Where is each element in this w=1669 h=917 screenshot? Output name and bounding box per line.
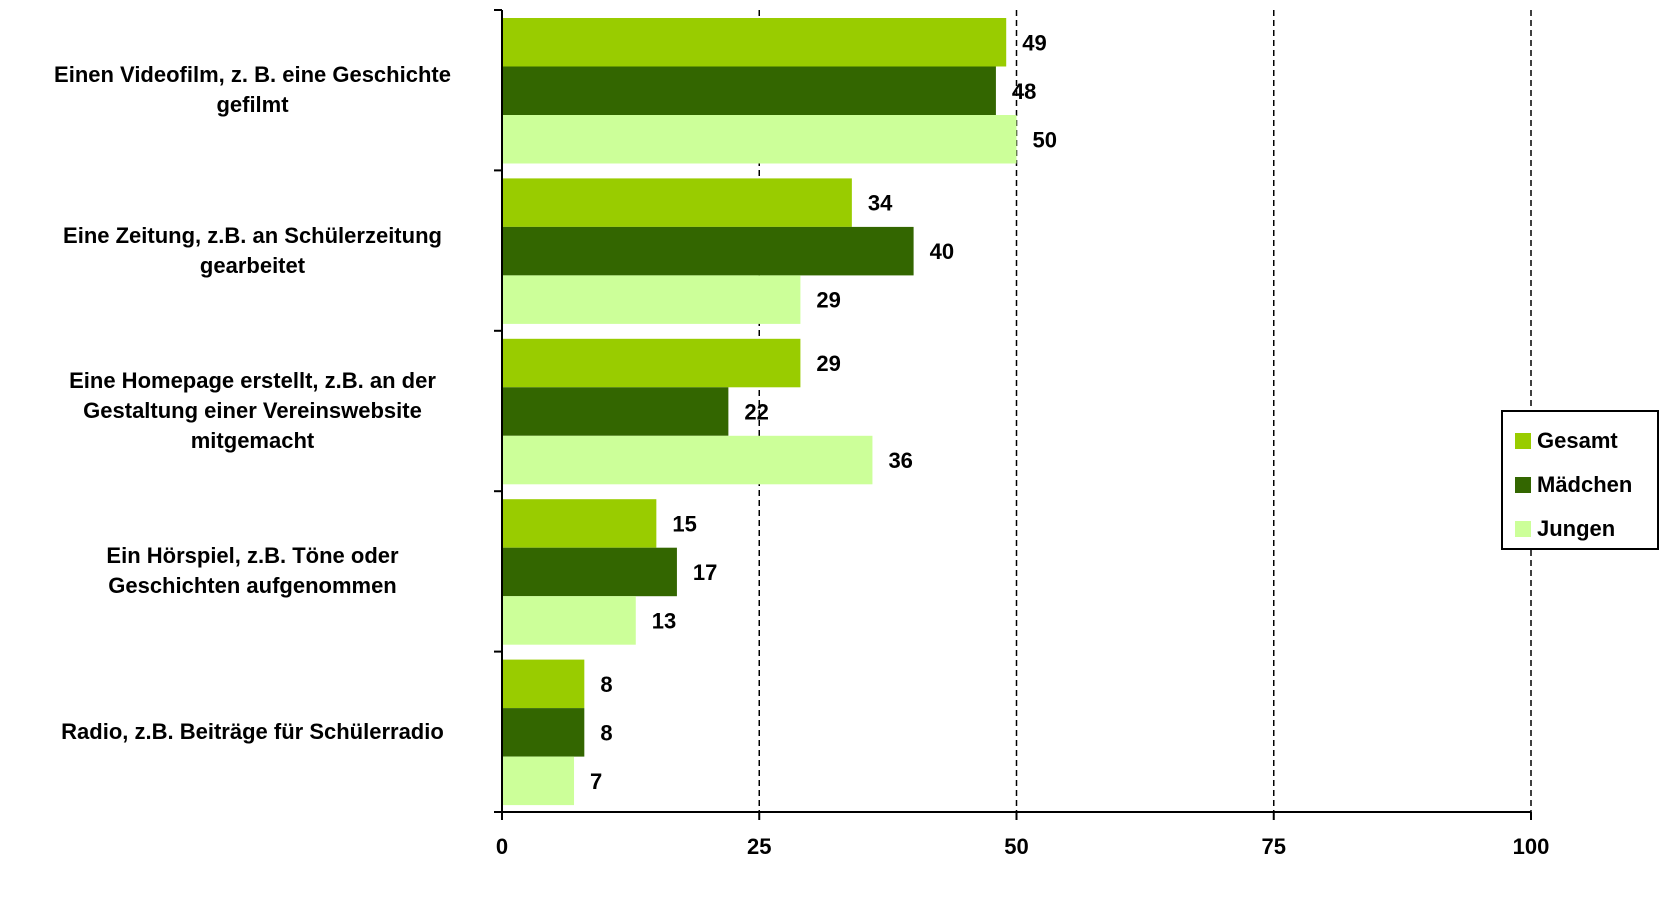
- legend-item-2: Jungen: [1515, 514, 1615, 544]
- legend-label-0: Gesamt: [1537, 428, 1618, 453]
- category-label-4: Radio, z.B. Beiträge für Schülerradio: [61, 718, 444, 744]
- bar-1-0: [502, 178, 852, 227]
- bar-2-1: [502, 387, 729, 436]
- bar-4-0: [502, 659, 585, 709]
- bar-1-2: [502, 275, 801, 324]
- data-label-3-0: 15: [672, 511, 696, 536]
- category-label-3: Ein Hörspiel, z.B. Töne oder Geschichten…: [106, 543, 399, 599]
- category-label-1: Eine Zeitung, z.B. an Schülerzeitung gea…: [63, 222, 442, 278]
- data-label-1-1: 40: [930, 239, 954, 264]
- data-label-0-2: 50: [1033, 127, 1057, 152]
- x-tick-label-4: 100: [1513, 834, 1550, 859]
- bar-3-0: [502, 499, 657, 548]
- bar-1-1: [502, 226, 914, 276]
- x-tick-label-3: 75: [1262, 834, 1286, 859]
- category-label-2: Eine Homepage erstellt, z.B. an der Gest…: [69, 368, 436, 453]
- legend-item-1: Mädchen: [1515, 470, 1632, 500]
- data-label-4-0: 8: [600, 672, 612, 697]
- legend-label-2: Jungen: [1537, 516, 1616, 541]
- bar-3-2: [502, 596, 636, 645]
- bar-2-2: [502, 435, 873, 485]
- legend-label-1: Mädchen: [1537, 472, 1633, 497]
- data-label-4-1: 8: [600, 720, 612, 745]
- data-label-4-2: 7: [590, 769, 602, 794]
- legend-item-0: Gesamt: [1515, 426, 1618, 456]
- x-tick-label-1: 25: [747, 834, 771, 859]
- bar-0-0: [502, 18, 1007, 67]
- legend-swatch-0: [1515, 433, 1531, 449]
- data-label-3-1: 17: [693, 560, 717, 585]
- data-label-1-0: 34: [868, 191, 893, 216]
- bar-3-1: [502, 547, 677, 597]
- x-tick-label-2: 50: [1004, 834, 1028, 859]
- data-label-0-1: 48: [1012, 79, 1036, 104]
- data-label-2-1: 22: [744, 400, 768, 425]
- data-label-2-2: 36: [888, 448, 912, 473]
- bar-0-1: [502, 66, 996, 115]
- legend: Gesamt Mädchen Jungen: [1501, 410, 1659, 550]
- data-label-1-2: 29: [816, 288, 840, 313]
- legend-swatch-2: [1515, 521, 1531, 537]
- data-label-2-0: 29: [816, 351, 840, 376]
- bar-0-2: [502, 115, 1017, 164]
- legend-swatch-1: [1515, 477, 1531, 493]
- x-tick-label-0: 0: [496, 834, 508, 859]
- data-label-0-0: 49: [1022, 30, 1046, 55]
- bar-4-1: [502, 708, 585, 757]
- category-label-0: Einen Videofilm, z. B. eine Geschichte g…: [54, 62, 451, 118]
- bar-2-0: [502, 338, 801, 388]
- data-label-3-2: 13: [652, 608, 676, 633]
- bar-4-2: [502, 756, 575, 806]
